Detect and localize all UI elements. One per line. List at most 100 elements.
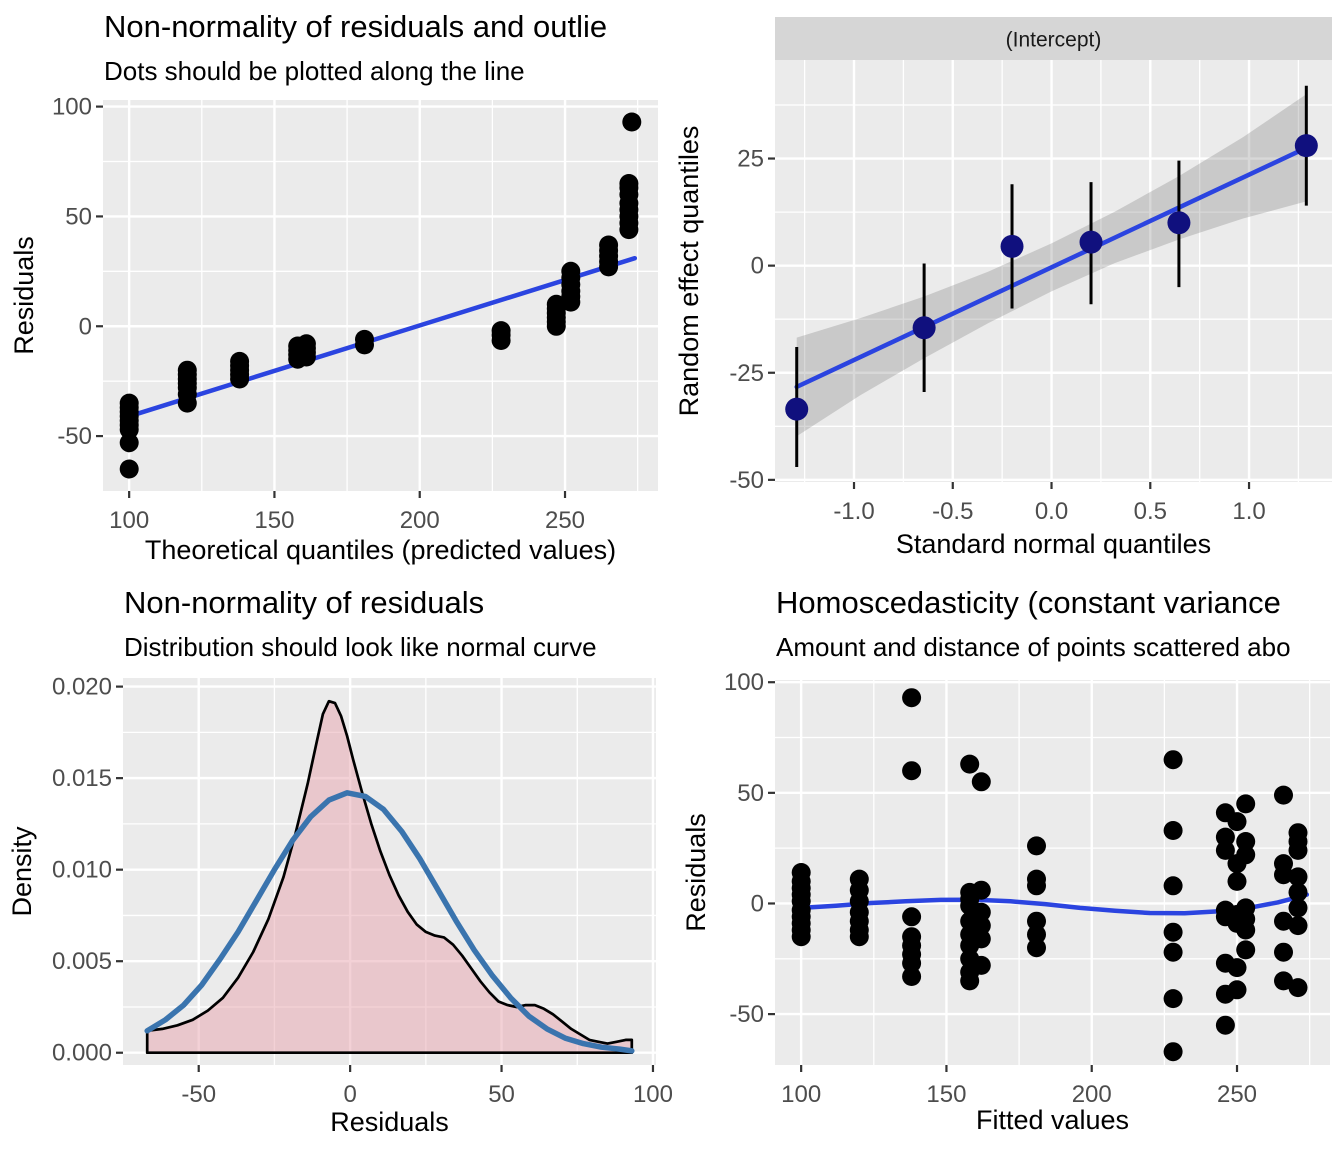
data-point [119, 459, 139, 479]
data-point [1227, 871, 1247, 891]
random-effect-point [1294, 134, 1318, 158]
x-tick-label: 0 [343, 1081, 356, 1108]
data-point [1027, 925, 1046, 944]
x-axis-title: Standard normal quantiles [896, 529, 1211, 559]
panel-random-effects: -1.0 -0.5 0.0 0.5 1.0 -50 -25 0 25 Standard norma… [672, 0, 1344, 576]
data-point [902, 761, 922, 781]
data-point [1227, 980, 1247, 1000]
data-point [1027, 836, 1046, 856]
data-point [902, 967, 922, 986]
data-point [971, 929, 991, 949]
data-point [1215, 1015, 1235, 1035]
x-tick-label: 100 [781, 1081, 821, 1108]
y-tick-label: -25 [729, 360, 764, 387]
x-axis-title: Theoretical quantiles (predicted values) [145, 535, 616, 565]
y-tick-label: -50 [57, 423, 92, 450]
panel-residual-density: Non-normality of residuals Distribution … [0, 576, 672, 1152]
data-point [1215, 840, 1235, 860]
data-point [1288, 867, 1308, 887]
x-tick-label: 150 [254, 507, 294, 534]
y-tick-label: 100 [724, 669, 764, 696]
facet-strip-label: (Intercept) [1006, 29, 1102, 52]
data-point [902, 953, 922, 973]
y-axis-title: Density [7, 826, 37, 917]
data-point [902, 907, 922, 927]
data-point [1227, 812, 1247, 832]
density-area [145, 699, 634, 1055]
data-point [971, 902, 991, 922]
y-axis-title: Residuals [9, 236, 39, 355]
data-point [177, 393, 197, 413]
panel-homoscedasticity: Homoscedasticity (constant variance Amou… [672, 576, 1344, 1152]
x-tick-label: 100 [633, 1081, 672, 1108]
data-point [1274, 971, 1293, 991]
data-point [546, 294, 566, 314]
data-point [296, 347, 316, 367]
data-point [1288, 978, 1308, 998]
y-tick-label: 25 [737, 146, 764, 173]
y-tick-label: -50 [729, 1001, 764, 1028]
random-effect-point [1167, 211, 1191, 235]
y-tick-label: 0.005 [52, 948, 112, 975]
x-tick-label: 150 [926, 1081, 966, 1108]
data-point [1236, 940, 1256, 960]
data-point [1027, 876, 1046, 896]
x-tick-label: -0.5 [932, 498, 973, 525]
normal-curve [144, 790, 635, 1054]
data-point [230, 369, 250, 389]
smooth-line [126, 255, 638, 419]
data-point [1236, 845, 1256, 865]
data-point [1288, 916, 1308, 936]
panel-qq-residuals: Non-normality of residuals and outlie Do… [0, 0, 672, 576]
data-point [1163, 821, 1183, 840]
data-point [1163, 989, 1183, 1009]
qq-plot-title: Non-normality of residuals and outlie [104, 9, 608, 44]
y-tick-label: 0.020 [52, 674, 112, 701]
data-point [1163, 876, 1183, 896]
data-point [1274, 865, 1293, 885]
x-axis-title: Residuals [330, 1107, 449, 1137]
density-plot-canvas: -50 0 50 100 0.000 0.005 0.010 0.015 0.020 Residu… [7, 674, 672, 1137]
data-point [1274, 785, 1293, 805]
data-point [355, 335, 374, 355]
x-tick-label: 100 [109, 507, 149, 534]
y-tick-label: 0.015 [52, 765, 112, 792]
qq-plot-subtitle: Dots should be plotted along the line [104, 56, 525, 86]
data-point [971, 916, 991, 936]
plot-panel-background [775, 60, 1332, 482]
x-tick-label: 200 [1072, 1081, 1112, 1108]
data-point [619, 174, 639, 193]
data-point [1163, 922, 1183, 942]
homoscedasticity-plot-canvas: 100 150 200 250 -50 0 50 100 Fitted values Residu… [681, 669, 1330, 1135]
data-point [491, 331, 511, 350]
data-point [1027, 911, 1046, 931]
x-tick-label: 0.5 [1134, 498, 1167, 525]
x-tick-label: 200 [400, 507, 440, 534]
y-tick-label: 100 [52, 94, 92, 121]
data-point [1236, 794, 1256, 814]
data-point [1163, 750, 1183, 770]
random-effects-plot-canvas: -1.0 -0.5 0.0 0.5 1.0 -50 -25 0 25 Standard norma… [674, 17, 1332, 559]
data-point [960, 971, 980, 991]
data-point [119, 420, 139, 439]
data-point [1236, 832, 1256, 851]
smooth-line [794, 145, 1309, 390]
facet-strip [775, 17, 1332, 60]
data-point [971, 772, 991, 792]
data-point [599, 235, 619, 255]
homoscedasticity-plot-subtitle: Amount and distance of points scattered … [776, 632, 1291, 662]
random-effect-point [1079, 230, 1103, 254]
data-point [119, 433, 139, 453]
x-tick-label: -50 [181, 1081, 216, 1108]
y-tick-label: 0.000 [52, 1040, 112, 1067]
y-tick-label: -50 [729, 467, 764, 494]
y-axis-title: Residuals [681, 813, 711, 932]
data-point [849, 927, 869, 947]
data-point [561, 261, 581, 281]
data-point [1027, 938, 1046, 958]
data-point [1163, 1042, 1183, 1062]
y-tick-label: 0 [79, 313, 92, 340]
x-tick-label: 0.0 [1035, 498, 1068, 525]
